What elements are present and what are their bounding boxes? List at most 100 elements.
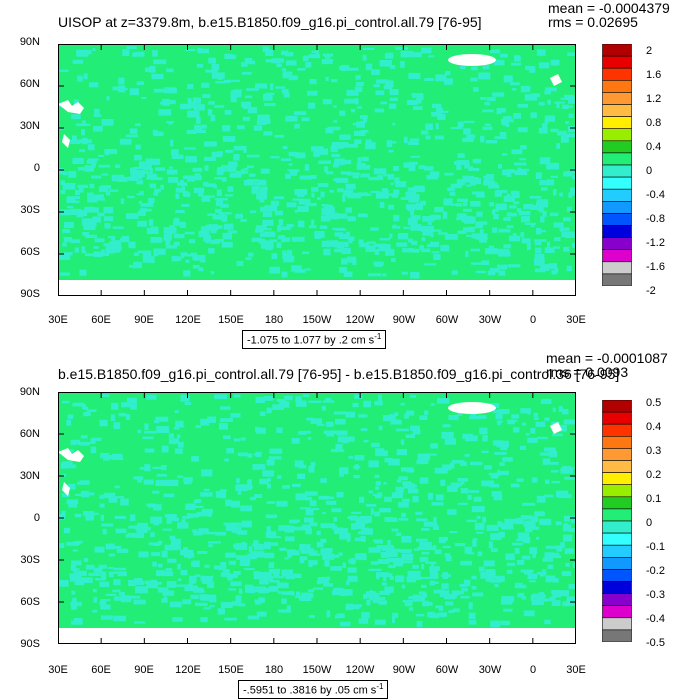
lon-label: 90W: [392, 664, 416, 676]
colorbar-swatch: [602, 188, 632, 202]
colorbar-swatch: [602, 44, 632, 57]
lon-label: 60W: [435, 664, 459, 676]
lon-label: 150E: [218, 314, 244, 326]
lat-label: 90N: [19, 386, 40, 398]
colorbar: [602, 400, 632, 642]
colorbar-swatch: [602, 400, 632, 413]
lon-label: 150E: [218, 664, 244, 676]
mean-value: mean = -0.0001087: [546, 350, 668, 366]
map-plot: [58, 392, 576, 644]
lon-label: 60E: [91, 664, 111, 676]
colorbar-swatch: [602, 225, 632, 238]
map-panel-1: UISOP at z=3379.8m, b.e15.B1850.f09_g16.…: [0, 0, 700, 349]
colorbar-label: -0.1: [646, 541, 665, 553]
colorbar-swatch: [602, 460, 632, 473]
colorbar-swatch: [602, 484, 632, 498]
colorbar-label: 0.1: [646, 493, 662, 505]
colorbar-label: -0.4: [646, 189, 665, 201]
ocean-field: [58, 44, 576, 280]
lon-label: 120E: [175, 314, 201, 326]
colorbar-swatch: [602, 104, 632, 117]
colorbar-label: 0: [646, 165, 653, 177]
missing-area-greenland: [448, 402, 496, 414]
lon-label: 30E: [48, 664, 68, 676]
unit-exponent: -1: [376, 682, 384, 691]
lon-label: 150W: [302, 664, 332, 676]
contour-range-text: -.5951 to .3816 by .05 cm s: [243, 684, 377, 697]
colorbar-label: 0.8: [646, 117, 662, 129]
colorbar-swatch: [602, 67, 632, 81]
colorbar-label: -0.4: [646, 613, 665, 625]
missing-area-arctic: [550, 74, 562, 86]
missing-area-arctic: [550, 422, 562, 434]
colorbar-label: 0.4: [646, 421, 662, 433]
lon-label: 30W: [478, 314, 502, 326]
lat-label: 60S: [20, 596, 40, 608]
lon-label: 30E: [48, 314, 68, 326]
lon-label: 0: [529, 664, 537, 676]
colorbar-label: -0.8: [646, 213, 665, 225]
rms-value: rms = 0.0093: [546, 364, 629, 380]
lat-label: 60S: [20, 246, 40, 258]
colorbar-label: -0.2: [646, 565, 665, 577]
lat-label: 60N: [19, 78, 40, 90]
panel-title: UISOP at z=3379.8m, b.e15.B1850.f09_g16.…: [58, 14, 482, 30]
lon-label: 180: [264, 664, 284, 676]
colorbar-label: -1.6: [646, 261, 665, 273]
colorbar-swatch: [602, 237, 632, 251]
lon-label: 30W: [478, 664, 502, 676]
colorbar-swatch: [602, 176, 632, 190]
lon-label: 180: [264, 314, 284, 326]
colorbar-swatch: [602, 617, 632, 631]
anomaly-field: [58, 46, 576, 279]
unit-exponent: -1: [374, 332, 382, 341]
colorbar-swatch: [602, 249, 632, 263]
tick-marks: [58, 392, 576, 644]
colorbar-swatch: [602, 164, 632, 178]
colorbar-label: 0.3: [646, 445, 662, 457]
lon-label: 30E: [566, 314, 586, 326]
panel-title: b.e15.B1850.f09_g16.pi_control.all.79 [7…: [58, 366, 620, 382]
colorbar-swatch: [602, 273, 632, 286]
colorbar-swatch: [602, 152, 632, 166]
missing-area-hudson: [58, 448, 84, 462]
colorbar-swatch: [602, 520, 632, 534]
lat-label: 60N: [19, 428, 40, 440]
lat-label: 30N: [19, 470, 40, 482]
colorbar-label: 0.2: [646, 469, 662, 481]
colorbar: [602, 44, 632, 286]
lon-label: 90W: [392, 314, 416, 326]
rms-value: rms = 0.02695: [548, 14, 638, 30]
missing-area-coast: [62, 134, 70, 148]
colorbar-swatch: [602, 140, 632, 154]
colorbar-label: 1.6: [646, 69, 662, 81]
colorbar-swatch: [602, 423, 632, 437]
lon-label: 150W: [302, 314, 332, 326]
colorbar-label: -2: [646, 285, 656, 297]
lat-label: 90N: [19, 36, 40, 48]
colorbar-label: -0.3: [646, 589, 665, 601]
lat-label: 30S: [20, 554, 40, 566]
colorbar-label: 2: [646, 45, 653, 57]
lon-label: 120W: [345, 314, 375, 326]
lat-label: 90S: [20, 638, 40, 650]
colorbar-label: -0.5: [646, 637, 665, 649]
contour-range-box: -1.075 to 1.077 by .2 cm s-1: [242, 330, 387, 349]
lon-label: 120E: [175, 664, 201, 676]
colorbar-swatch: [602, 496, 632, 510]
colorbar-swatch: [602, 557, 632, 570]
colorbar-swatch: [602, 261, 632, 275]
colorbar-swatch: [602, 593, 632, 607]
colorbar-swatch: [602, 448, 632, 461]
colorbar-swatch: [602, 79, 632, 93]
lat-label: 30N: [19, 120, 40, 132]
colorbar-swatch: [602, 92, 632, 105]
lat-label: 0: [33, 162, 40, 174]
missing-area-greenland: [448, 54, 496, 66]
colorbar-swatch: [602, 581, 632, 594]
colorbar-swatch: [602, 508, 632, 522]
tick-marks: [58, 44, 576, 296]
map-panel-2: b.e15.B1850.f09_g16.pi_control.all.79 [7…: [0, 350, 700, 700]
colorbar-swatch: [602, 472, 632, 485]
lat-label: 0: [33, 512, 40, 524]
